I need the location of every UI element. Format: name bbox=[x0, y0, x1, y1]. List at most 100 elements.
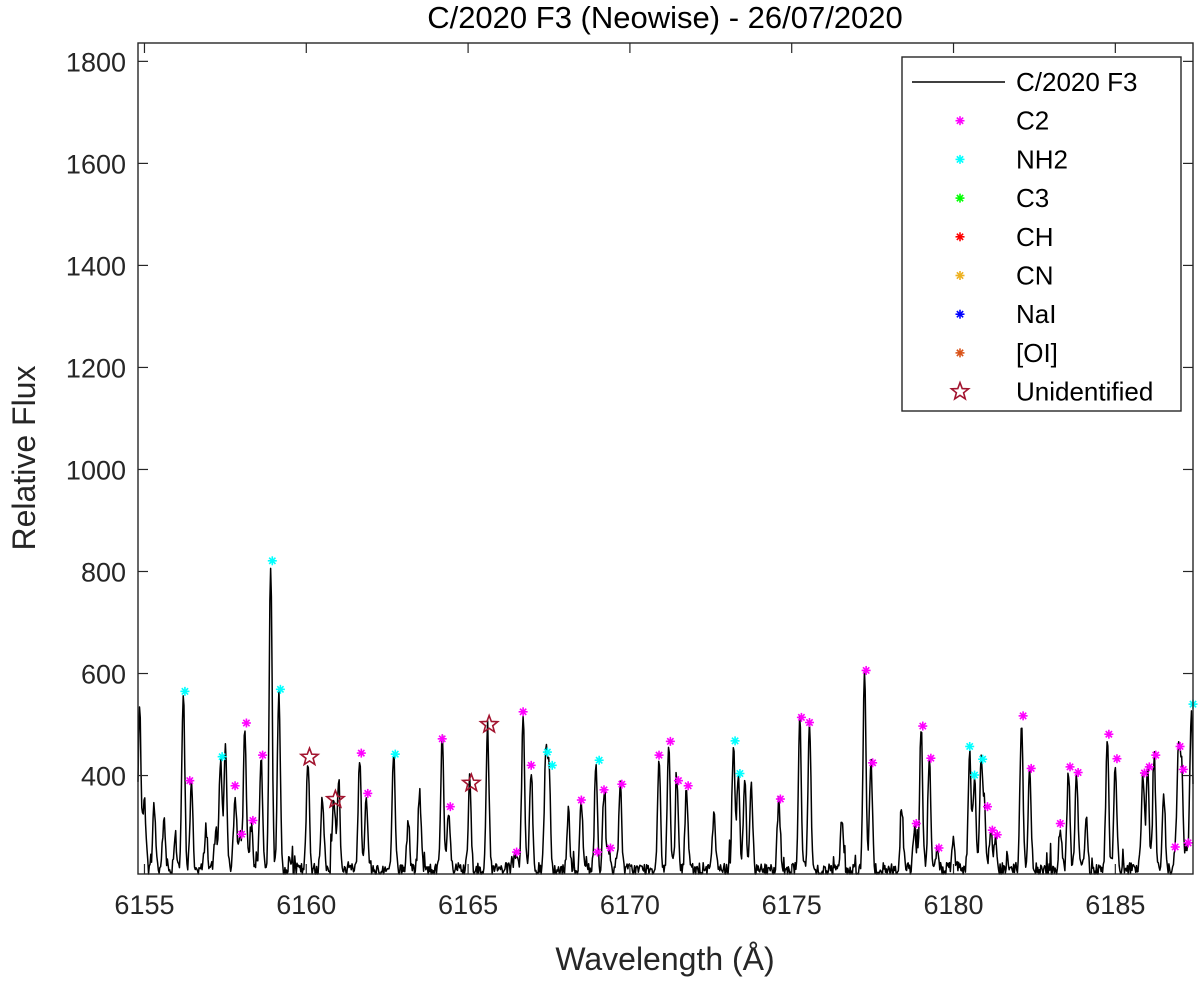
c2-marker bbox=[593, 847, 603, 857]
c2-marker bbox=[1144, 762, 1154, 772]
c2-marker bbox=[868, 758, 878, 768]
nh2-marker bbox=[978, 754, 988, 764]
legend-c2-swatch bbox=[955, 116, 965, 126]
x-tick-label: 6180 bbox=[923, 890, 983, 920]
chart-title: C/2020 F3 (Neowise) - 26/07/2020 bbox=[427, 0, 903, 35]
c2-marker bbox=[512, 847, 522, 857]
c2-marker bbox=[1139, 768, 1149, 778]
c2-marker bbox=[526, 760, 536, 770]
c2-marker bbox=[1065, 762, 1075, 772]
c2-marker bbox=[775, 794, 785, 804]
nh2-marker bbox=[542, 747, 552, 757]
x-tick-label: 6185 bbox=[1085, 890, 1145, 920]
legend-ch-swatch bbox=[955, 232, 965, 242]
y-tick-label: 1000 bbox=[66, 455, 126, 485]
nh2-marker bbox=[965, 741, 975, 751]
legend-label-c3: C3 bbox=[1016, 183, 1049, 213]
c2-marker bbox=[934, 843, 944, 853]
legend-label-unidentified: Unidentified bbox=[1016, 377, 1153, 407]
c2-marker bbox=[518, 707, 528, 717]
legend: C/2020 F3 C2 NH2 C3 CH CN NaI [OI] Unidentified bbox=[901, 56, 1182, 412]
c2-marker bbox=[1178, 764, 1188, 774]
x-tick-label: 6165 bbox=[438, 890, 498, 920]
nh2-marker bbox=[547, 760, 557, 770]
unidentified-star-marker bbox=[298, 745, 321, 767]
c2-marker bbox=[617, 779, 627, 789]
x-tick-label: 6160 bbox=[276, 890, 336, 920]
nh2-marker bbox=[594, 755, 604, 765]
c2-marker bbox=[599, 785, 609, 795]
unidentified-star-marker bbox=[478, 713, 500, 734]
c2-marker bbox=[911, 818, 921, 828]
legend-label-oi: [OI] bbox=[1016, 338, 1058, 368]
y-axis-title: Relative Flux bbox=[6, 366, 42, 551]
legend-items: C/2020 F3 C2 NH2 C3 CH CN NaI [OI] Unidentified bbox=[912, 67, 1153, 407]
c2-marker bbox=[356, 748, 366, 758]
unidentified-star-marker bbox=[324, 788, 347, 809]
legend-label-ch: CH bbox=[1016, 222, 1054, 252]
c2-marker bbox=[445, 802, 455, 812]
nh2-marker bbox=[735, 769, 745, 779]
nh2-marker bbox=[730, 736, 740, 746]
y-axis-ticks: 400 600 800 1000 1200 1400 1600 1800 bbox=[66, 47, 1193, 792]
c2-marker bbox=[1183, 838, 1193, 848]
y-tick-label: 1800 bbox=[66, 47, 126, 77]
c2-marker bbox=[992, 830, 1002, 840]
nh2-marker bbox=[217, 752, 227, 762]
legend-c3-swatch bbox=[955, 193, 965, 203]
c2-marker bbox=[1170, 842, 1180, 852]
c2-marker bbox=[237, 829, 247, 839]
nh2-marker bbox=[267, 556, 277, 566]
nh2-marker bbox=[180, 686, 190, 696]
c2-marker bbox=[437, 734, 447, 744]
legend-box bbox=[901, 56, 1182, 412]
c2-marker bbox=[1151, 750, 1161, 760]
legend-label-nai: NaI bbox=[1016, 299, 1056, 329]
nh2-marker bbox=[970, 770, 980, 780]
c2-marker bbox=[258, 750, 268, 760]
c2-marker bbox=[1018, 711, 1028, 721]
y-tick-label: 1600 bbox=[66, 149, 126, 179]
x-tick-label: 6170 bbox=[600, 890, 660, 920]
c2-marker bbox=[185, 776, 195, 786]
nh2-marker bbox=[390, 749, 400, 759]
c2-marker bbox=[230, 781, 240, 791]
y-tick-label: 1200 bbox=[66, 353, 126, 383]
legend-nh2-swatch bbox=[955, 154, 965, 164]
c2-marker bbox=[796, 712, 806, 722]
c2-marker bbox=[1104, 729, 1114, 739]
c2-marker bbox=[861, 665, 871, 675]
c2-marker bbox=[1026, 763, 1036, 773]
legend-label-c2: C2 bbox=[1016, 106, 1049, 136]
c2-marker bbox=[1073, 767, 1083, 777]
c2-marker bbox=[1112, 754, 1122, 764]
c2-marker bbox=[576, 795, 586, 805]
emission-line-markers bbox=[180, 556, 1198, 857]
y-tick-label: 800 bbox=[81, 557, 126, 587]
c2-marker bbox=[248, 815, 258, 825]
x-axis-title: Wavelength (Å) bbox=[555, 941, 774, 977]
legend-oi-swatch bbox=[955, 348, 965, 358]
x-tick-label: 6175 bbox=[762, 890, 822, 920]
c2-marker bbox=[605, 843, 615, 853]
c2-marker bbox=[983, 802, 993, 812]
legend-nai-swatch bbox=[955, 309, 965, 319]
y-tick-label: 1400 bbox=[66, 251, 126, 281]
c2-marker bbox=[654, 750, 664, 760]
c2-marker bbox=[1055, 818, 1065, 828]
legend-cn-swatch bbox=[955, 271, 965, 280]
axes-box bbox=[137, 42, 1194, 875]
legend-label-c-2020-f3: C/2020 F3 bbox=[1016, 67, 1137, 97]
c2-marker bbox=[363, 788, 373, 798]
x-tick-label: 6155 bbox=[114, 890, 174, 920]
c2-marker bbox=[683, 781, 693, 791]
c2-marker bbox=[918, 721, 928, 731]
nh2-marker bbox=[275, 684, 285, 694]
c2-marker bbox=[673, 776, 683, 786]
legend-label-nh2: NH2 bbox=[1016, 144, 1068, 174]
y-tick-label: 400 bbox=[81, 762, 126, 792]
c2-marker bbox=[1175, 741, 1185, 751]
spectrum-line-c2020-f3 bbox=[137, 567, 1194, 875]
c2-marker bbox=[926, 753, 936, 763]
